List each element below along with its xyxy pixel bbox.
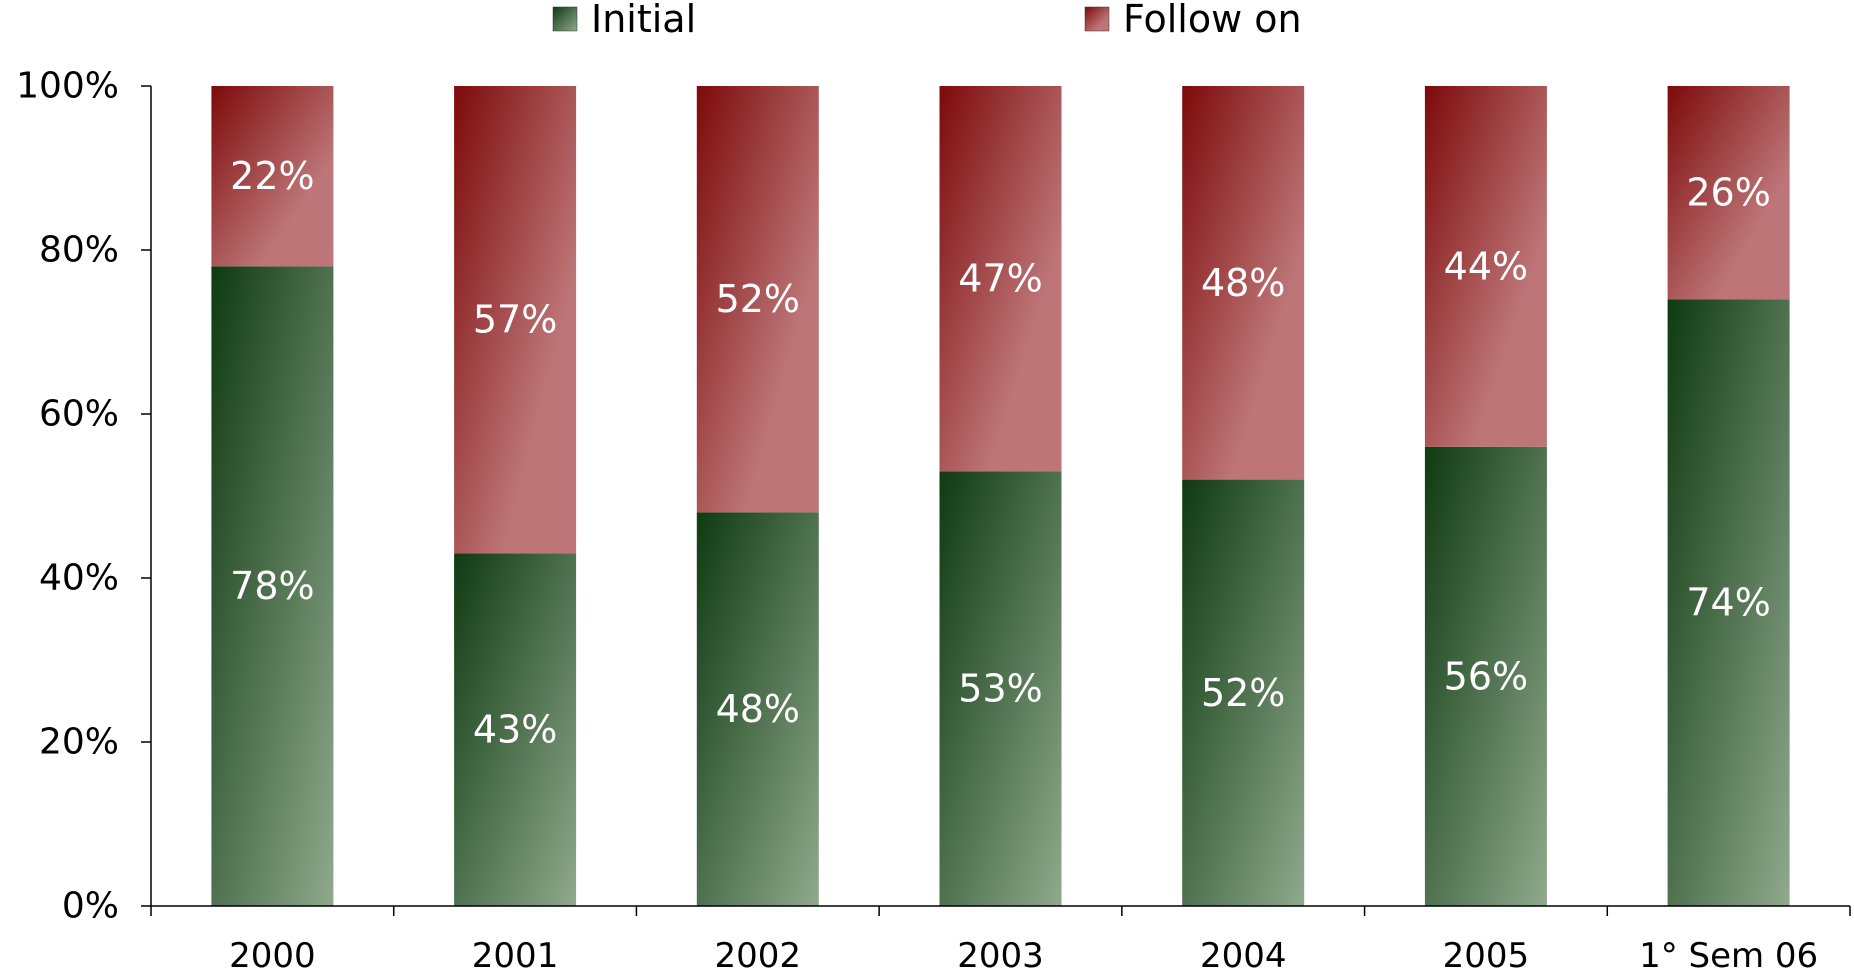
- x-tick-label-5: 2005: [1443, 936, 1530, 976]
- x-tick-label-6: 1° Sem 06: [1639, 936, 1818, 976]
- data-label-initial-2: 48%: [716, 687, 800, 731]
- data-label-follow-on-0: 22%: [230, 154, 314, 198]
- x-tick-label-3: 2003: [957, 936, 1044, 976]
- data-label-initial-6: 74%: [1686, 581, 1770, 625]
- legend-swatch-follow-on: [1085, 7, 1109, 31]
- x-tick-label-0: 2000: [229, 936, 316, 976]
- data-label-follow-on-1: 57%: [473, 298, 557, 342]
- data-label-initial-5: 56%: [1444, 654, 1528, 698]
- data-label-initial-0: 78%: [230, 564, 314, 608]
- data-label-follow-on-6: 26%: [1686, 171, 1770, 215]
- y-tick-label-60: 60%: [39, 394, 119, 435]
- legend-swatch-initial: [553, 7, 577, 31]
- y-tick-label-40: 40%: [39, 558, 119, 599]
- y-tick-label-100: 100%: [16, 66, 119, 107]
- data-label-initial-3: 53%: [958, 667, 1042, 711]
- x-tick-label-4: 2004: [1200, 936, 1287, 976]
- y-tick-label-0: 0%: [62, 886, 119, 927]
- legend-label-initial: Initial: [591, 0, 696, 41]
- data-label-initial-1: 43%: [473, 708, 557, 752]
- data-label-follow-on-3: 47%: [958, 257, 1042, 301]
- bars-layer: [211, 86, 1789, 906]
- y-tick-label-20: 20%: [39, 722, 119, 763]
- data-label-follow-on-4: 48%: [1201, 261, 1285, 305]
- legend-label-follow-on: Follow on: [1123, 0, 1302, 41]
- data-label-initial-4: 52%: [1201, 671, 1285, 715]
- y-tick-label-80: 80%: [39, 230, 119, 271]
- legend: Initial Follow on: [553, 0, 1302, 41]
- x-tick-label-1: 2001: [472, 936, 559, 976]
- x-tick-label-2: 2002: [715, 936, 802, 976]
- data-label-follow-on-5: 44%: [1444, 244, 1528, 288]
- data-label-follow-on-2: 52%: [716, 277, 800, 321]
